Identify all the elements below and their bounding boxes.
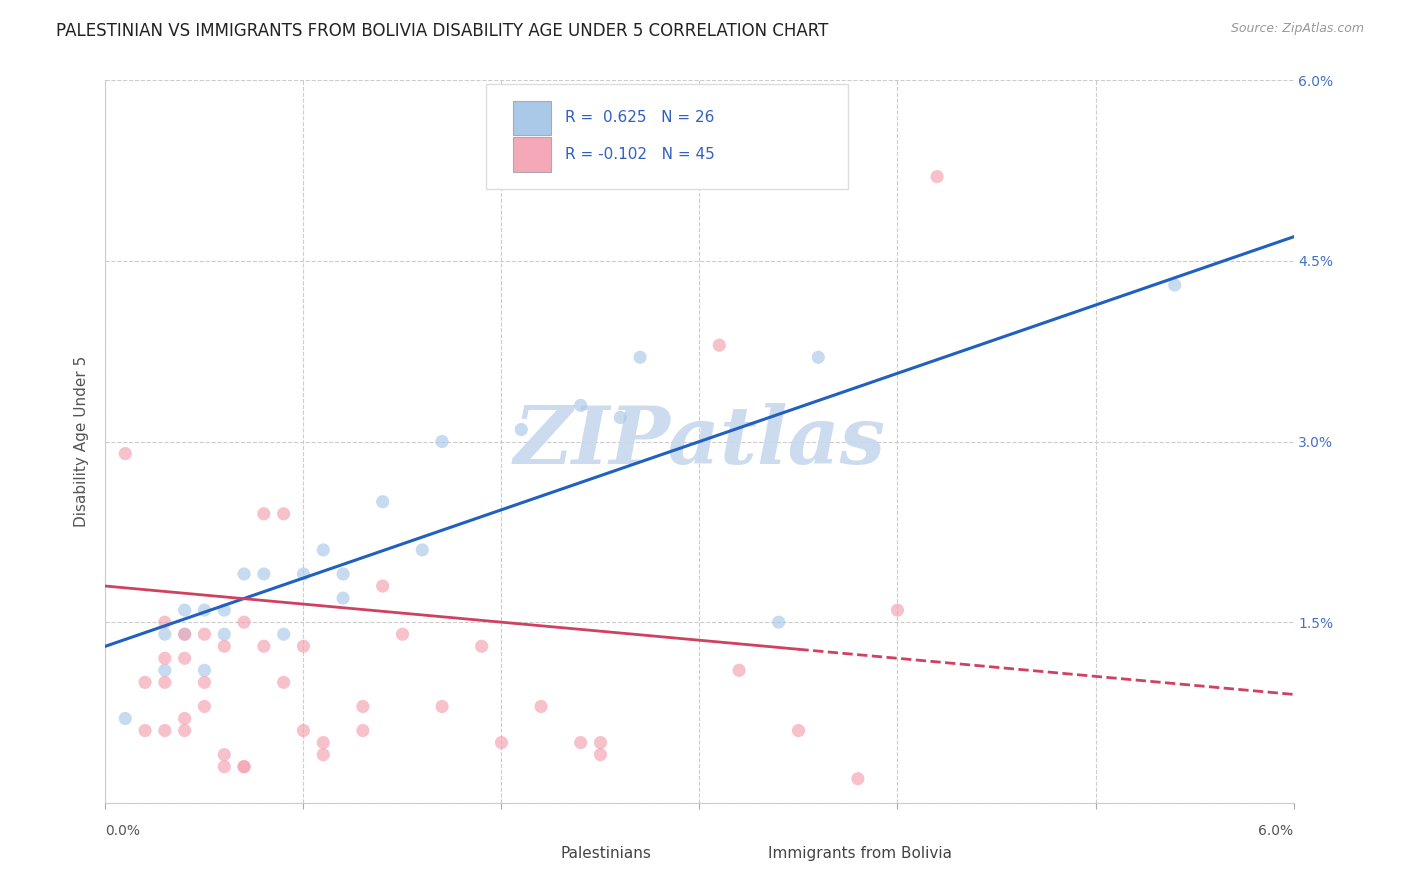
Point: [709, 338, 731, 352]
Point: [292, 639, 315, 653]
Point: [589, 747, 612, 762]
Point: [807, 350, 830, 364]
Text: 0.0%: 0.0%: [105, 824, 141, 838]
Text: Palestinians: Palestinians: [561, 846, 651, 861]
Point: [430, 699, 453, 714]
Point: [569, 398, 592, 412]
Text: R =  0.625   N = 26: R = 0.625 N = 26: [565, 111, 714, 126]
Point: [332, 591, 354, 605]
Point: [214, 627, 236, 641]
Point: [193, 664, 215, 678]
Point: [173, 712, 195, 726]
FancyBboxPatch shape: [513, 137, 551, 172]
Point: [927, 169, 949, 184]
Point: [153, 627, 176, 641]
Point: [114, 712, 136, 726]
Point: [253, 639, 276, 653]
Point: [371, 579, 394, 593]
Point: [153, 664, 176, 678]
Point: [491, 735, 513, 749]
Point: [728, 664, 751, 678]
Point: [153, 651, 176, 665]
Point: [292, 723, 315, 738]
Point: [332, 567, 354, 582]
Point: [173, 603, 195, 617]
Point: [510, 422, 533, 436]
Point: [768, 615, 790, 630]
Point: [134, 723, 156, 738]
Point: [430, 434, 453, 449]
Point: [787, 723, 810, 738]
FancyBboxPatch shape: [735, 844, 761, 864]
Point: [628, 350, 651, 364]
Point: [886, 603, 908, 617]
Point: [173, 651, 195, 665]
Point: [352, 699, 374, 714]
Point: [273, 627, 295, 641]
Text: Immigrants from Bolivia: Immigrants from Bolivia: [769, 846, 952, 861]
Point: [193, 627, 215, 641]
Y-axis label: Disability Age Under 5: Disability Age Under 5: [75, 356, 90, 527]
Point: [214, 747, 236, 762]
Point: [391, 627, 413, 641]
Point: [233, 615, 256, 630]
Point: [114, 446, 136, 460]
Point: [193, 675, 215, 690]
Point: [1164, 278, 1187, 293]
FancyBboxPatch shape: [513, 101, 551, 136]
Point: [134, 675, 156, 690]
Point: [273, 675, 295, 690]
Point: [312, 735, 335, 749]
Point: [193, 603, 215, 617]
Point: [530, 699, 553, 714]
Text: R = -0.102   N = 45: R = -0.102 N = 45: [565, 147, 716, 162]
Point: [173, 627, 195, 641]
Point: [411, 542, 433, 557]
Point: [214, 639, 236, 653]
FancyBboxPatch shape: [485, 84, 848, 189]
Point: [273, 507, 295, 521]
Point: [193, 699, 215, 714]
Point: [846, 772, 869, 786]
Point: [233, 760, 256, 774]
Text: Source: ZipAtlas.com: Source: ZipAtlas.com: [1230, 22, 1364, 36]
Text: PALESTINIAN VS IMMIGRANTS FROM BOLIVIA DISABILITY AGE UNDER 5 CORRELATION CHART: PALESTINIAN VS IMMIGRANTS FROM BOLIVIA D…: [56, 22, 828, 40]
Point: [214, 760, 236, 774]
Point: [214, 603, 236, 617]
Text: 6.0%: 6.0%: [1258, 824, 1294, 838]
Point: [609, 410, 631, 425]
Point: [312, 747, 335, 762]
Point: [589, 735, 612, 749]
Point: [371, 494, 394, 508]
Point: [352, 723, 374, 738]
Point: [153, 615, 176, 630]
Text: ZIPatlas: ZIPatlas: [513, 403, 886, 480]
Point: [153, 675, 176, 690]
Point: [253, 567, 276, 582]
Point: [471, 639, 494, 653]
Point: [173, 723, 195, 738]
Point: [292, 567, 315, 582]
Point: [253, 507, 276, 521]
FancyBboxPatch shape: [527, 844, 554, 864]
Point: [233, 567, 256, 582]
Point: [153, 723, 176, 738]
Point: [233, 760, 256, 774]
Point: [312, 542, 335, 557]
Point: [173, 627, 195, 641]
Point: [569, 735, 592, 749]
